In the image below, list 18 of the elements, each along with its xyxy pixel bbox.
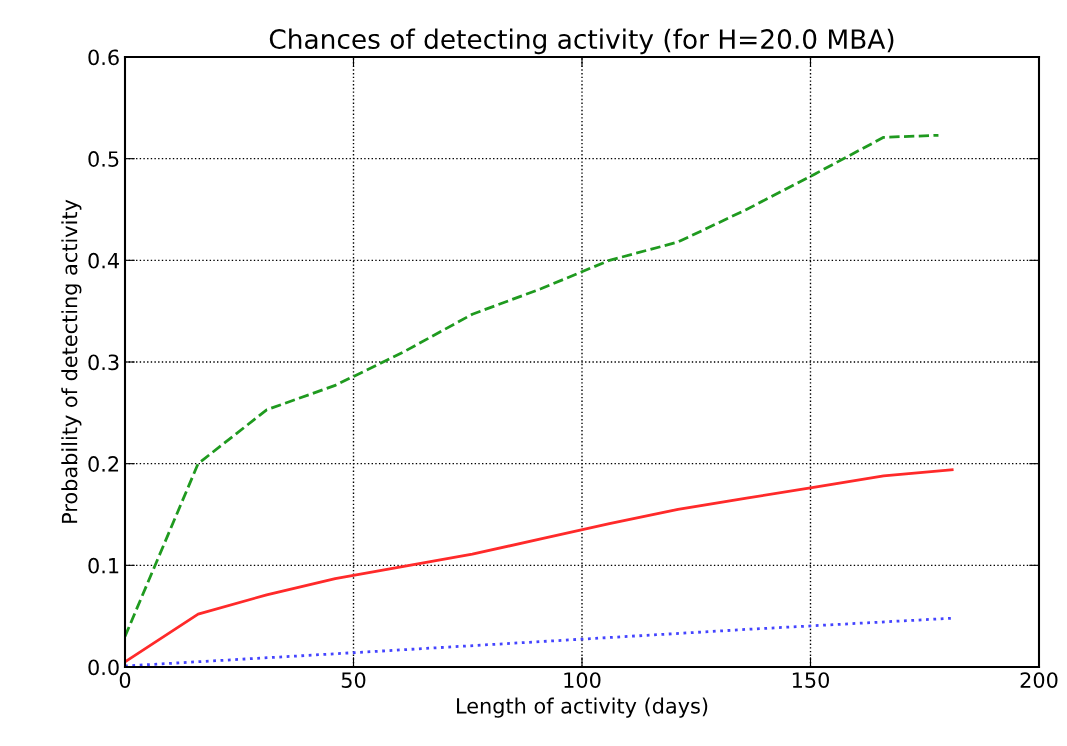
- y-tick-label: 0.0: [88, 659, 119, 676]
- x-axis-title: Length of activity (days): [457, 697, 708, 718]
- chart-title: Chances of detecting activity (for H=20.0 MBA): [269, 28, 894, 55]
- x-tick-label: 150: [792, 672, 829, 688]
- x-tick-label: 100: [564, 672, 601, 688]
- y-tick-label: 0.5: [88, 151, 119, 167]
- x-tick-label: 0: [119, 672, 131, 688]
- x-tick-label: 50: [341, 672, 366, 688]
- x-tick-label: 200: [1020, 672, 1058, 688]
- line-series: [125, 616, 954, 667]
- y-tick-label: 0.4: [88, 252, 119, 269]
- y-tick-label: 0.2: [88, 456, 119, 472]
- y-axis-title: Probability of detecting activity: [61, 199, 82, 523]
- line-series: [125, 468, 954, 664]
- y-tick-label: 0.6: [88, 49, 119, 66]
- y-tick-label: 0.3: [88, 354, 119, 371]
- line-series: [125, 133, 940, 638]
- y-tick-label: 0.1: [88, 557, 119, 574]
